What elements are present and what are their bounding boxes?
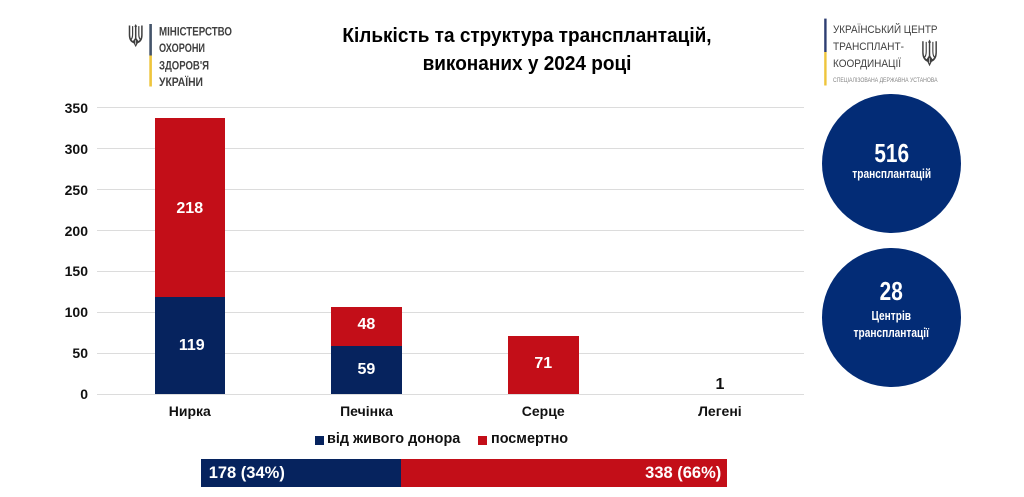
svg-text:УКРАЇНИ: УКРАЇНИ: [159, 74, 203, 89]
svg-text:ЗДОРОВ'Я: ЗДОРОВ'Я: [159, 59, 209, 73]
svg-text:КООРДИНАЦІЇ: КООРДИНАЦІЇ: [833, 58, 902, 70]
svg-text:УКРАЇНСЬКИЙ ЦЕНТР: УКРАЇНСЬКИЙ ЦЕНТР: [833, 23, 938, 36]
svg-text:МІНІСТЕРСТВО: МІНІСТЕРСТВО: [159, 25, 232, 39]
svg-text:ТРАНСПЛАНТ-: ТРАНСПЛАНТ-: [833, 41, 904, 53]
svg-text:ОХОРОНИ: ОХОРОНИ: [159, 41, 205, 55]
svg-text:СПЕЦІАЛІЗОВАНА ДЕРЖАВНА УСТАНО: СПЕЦІАЛІЗОВАНА ДЕРЖАВНА УСТАНОВА: [833, 78, 938, 84]
